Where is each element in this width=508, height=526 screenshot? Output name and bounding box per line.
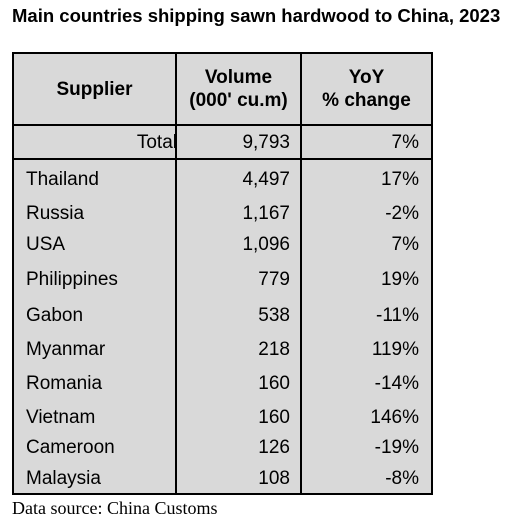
yoy-cell: 17% [380, 169, 419, 190]
table-row: Myanmar 218 119% [14, 333, 431, 367]
header-volume: Volume (000' cu.m) [177, 54, 300, 124]
volume-cell: 538 [258, 305, 290, 326]
yoy-cell: 19% [380, 269, 419, 290]
volume-cell: 1,096 [242, 234, 290, 255]
volume-cell: 160 [258, 373, 290, 394]
column-divider [300, 54, 302, 493]
header-volume-line1: Volume [204, 67, 273, 88]
volume-cell: 779 [258, 269, 290, 290]
volume-cell: 218 [258, 339, 290, 360]
table-row: Russia 1,167 -2% [14, 197, 431, 231]
header-yoy: YoY % change [302, 54, 431, 124]
volume-cell: 126 [258, 437, 290, 458]
yoy-cell: 146% [370, 407, 419, 428]
table-row: Philippines 779 19% [14, 263, 431, 297]
table-row: Vietnam 160 146% [14, 401, 431, 435]
header-divider [14, 124, 431, 126]
supplier-cell: USA [26, 234, 66, 255]
volume-cell: 1,167 [242, 203, 290, 224]
yoy-cell: -8% [385, 468, 419, 489]
yoy-cell: -14% [374, 373, 419, 394]
table-row: Thailand 4,497 17% [14, 163, 431, 197]
supplier-cell: Myanmar [26, 339, 106, 360]
supplier-cell: Cameroon [26, 437, 115, 458]
total-row: Total 9,793 7% [14, 126, 431, 160]
supplier-cell: Philippines [26, 269, 118, 290]
supplier-cell: Russia [26, 203, 85, 224]
table-row: Gabon 538 -11% [14, 299, 431, 333]
table-row: Malaysia 108 -8% [14, 462, 431, 496]
header-volume-line2: (000' cu.m) [189, 90, 288, 111]
total-divider [14, 158, 431, 160]
data-table: Supplier Volume (000' cu.m) YoY % change… [12, 52, 433, 495]
total-label: Total [136, 132, 177, 153]
yoy-cell: -19% [374, 437, 419, 458]
yoy-cell: -2% [385, 203, 419, 224]
volume-cell: 4,497 [242, 169, 290, 190]
supplier-cell: Vietnam [26, 407, 96, 428]
supplier-cell: Malaysia [26, 468, 101, 489]
yoy-cell: -11% [376, 305, 419, 326]
yoy-cell: 7% [391, 234, 419, 255]
header-supplier-label: Supplier [56, 78, 133, 100]
header-yoy-line1: YoY [348, 67, 385, 88]
volume-cell: 108 [258, 468, 290, 489]
total-yoy: 7% [391, 132, 419, 153]
chart-title: Main countries shipping sawn hardwood to… [12, 5, 501, 26]
total-volume: 9,793 [242, 132, 290, 153]
supplier-cell: Thailand [26, 169, 99, 190]
column-divider [175, 54, 177, 493]
header-supplier: Supplier [14, 54, 175, 124]
yoy-cell: 119% [371, 339, 419, 360]
volume-cell: 160 [258, 407, 290, 428]
supplier-cell: Gabon [26, 305, 84, 326]
header-yoy-line2: % change [322, 90, 411, 111]
data-source-note: Data source: China Customs [12, 498, 218, 518]
supplier-cell: Romania [26, 373, 103, 394]
table-row: Cameroon 126 -19% [14, 431, 431, 465]
table-row: Romania 160 -14% [14, 367, 431, 401]
table-row: USA 1,096 7% [14, 228, 431, 262]
